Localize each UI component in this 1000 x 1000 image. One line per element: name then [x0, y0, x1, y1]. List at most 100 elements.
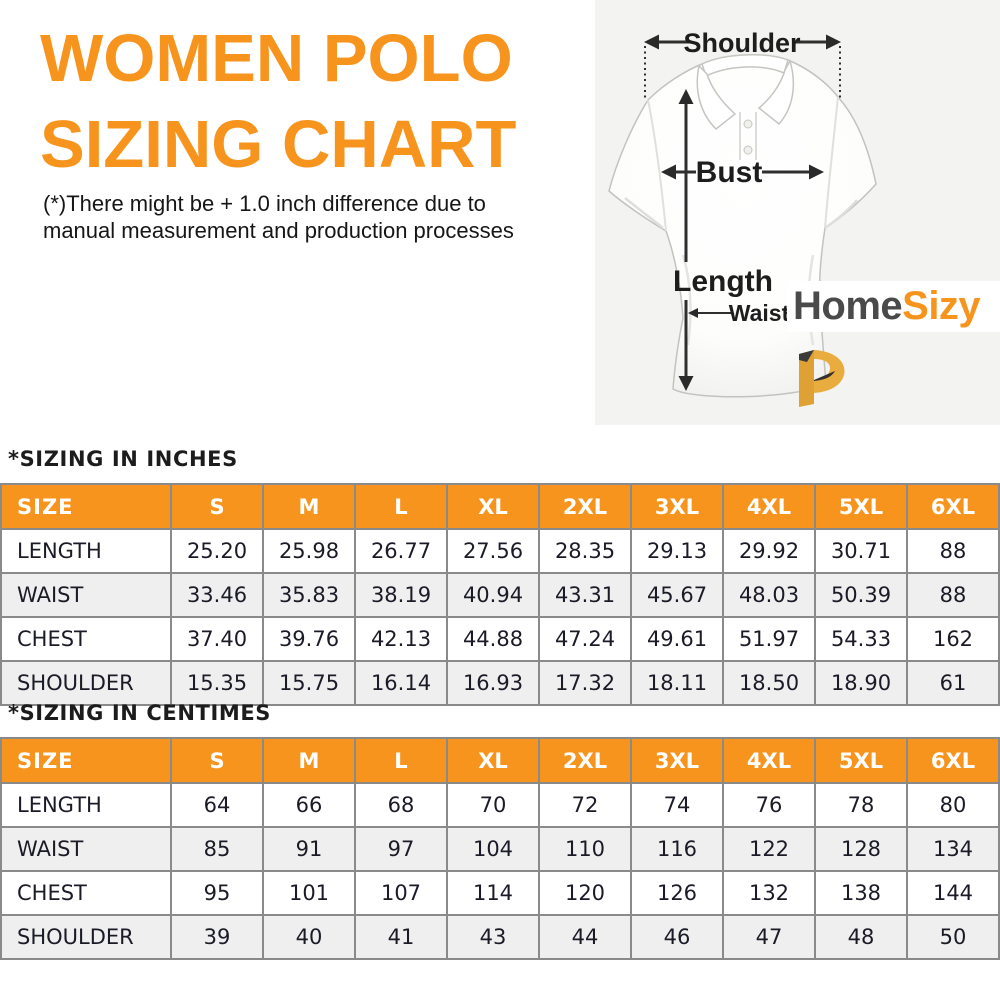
size-value-cell: 122 [722, 826, 816, 872]
size-value-cell: 134 [906, 826, 1000, 872]
length-measurement: Length [673, 89, 773, 391]
table-row-shoulder: SHOULDER 39 40 41 43 44 46 47 48 50 [0, 914, 1000, 960]
polo-placket [739, 112, 757, 160]
size-value-cell: 107 [354, 870, 448, 916]
column-header-m: M [262, 483, 356, 530]
size-value-cell: 37.40 [170, 616, 264, 662]
button-icon [743, 145, 753, 155]
size-column-header: SIZE [0, 483, 172, 530]
row-label: CHEST [0, 616, 172, 662]
column-header-5xl: 5XL [814, 483, 908, 530]
size-value-cell: 29.92 [722, 528, 816, 574]
size-value-cell: 91 [262, 826, 356, 872]
size-value-cell: 33.46 [170, 572, 264, 618]
row-label: WAIST [0, 826, 172, 872]
row-label: WAIST [0, 572, 172, 618]
size-value-cell: 15.35 [170, 660, 264, 706]
size-value-cell: 18.11 [630, 660, 724, 706]
shoulder-measurement: Shoulder [644, 28, 841, 100]
size-value-cell: 41 [354, 914, 448, 960]
column-header-5xl: 5XL [814, 737, 908, 784]
size-value-cell: 16.14 [354, 660, 448, 706]
table-row-length: LENGTH 25.20 25.98 26.77 27.56 28.35 29.13 29.9… [0, 528, 1000, 574]
size-value-cell: 116 [630, 826, 724, 872]
row-label: CHEST [0, 870, 172, 916]
shoulder-label: Shoulder [683, 28, 800, 58]
column-header-s: S [170, 737, 264, 784]
size-value-cell: 25.20 [170, 528, 264, 574]
section-title-centimes: *SIZING IN CENTIMES [8, 701, 272, 725]
sizing-table-inches: SIZE S M L XL 2XL 3XL 4XL 5XL 6XL LENGTH 25.20 25.98… [0, 483, 1000, 706]
size-value-cell: 25.98 [262, 528, 356, 574]
size-value-cell: 104 [446, 826, 540, 872]
size-value-cell: 17.32 [538, 660, 632, 706]
size-value-cell: 43.31 [538, 572, 632, 618]
size-value-cell: 61 [906, 660, 1000, 706]
size-value-cell: 162 [906, 616, 1000, 662]
size-value-cell: 39 [170, 914, 264, 960]
size-value-cell: 44 [538, 914, 632, 960]
size-value-cell: 110 [538, 826, 632, 872]
waist-label: Waist [729, 300, 790, 326]
svg-text:HomeSizy: HomeSizy [793, 284, 981, 328]
size-value-cell: 28.35 [538, 528, 632, 574]
column-header-s: S [170, 483, 264, 530]
size-value-cell: 40.94 [446, 572, 540, 618]
size-value-cell: 97 [354, 826, 448, 872]
length-label: Length [673, 265, 773, 298]
size-value-cell: 50.39 [814, 572, 908, 618]
logo-text-home: Home [793, 284, 902, 328]
size-value-cell: 39.76 [262, 616, 356, 662]
size-value-cell: 49.61 [630, 616, 724, 662]
table-row-waist: WAIST 85 91 97 104 110 116 122 128 134 [0, 826, 1000, 872]
column-header-xl: XL [446, 483, 540, 530]
column-header-m: M [262, 737, 356, 784]
column-header-6xl: 6XL [906, 737, 1000, 784]
table-row-shoulder: SHOULDER 15.35 15.75 16.14 16.93 17.32 18.11 18… [0, 660, 1000, 706]
measurement-note: (*)There might be + 1.0 inch difference … [43, 190, 514, 244]
size-value-cell: 50 [906, 914, 1000, 960]
column-header-4xl: 4XL [722, 483, 816, 530]
waist-measurement: Waist [688, 300, 803, 326]
size-value-cell: 46 [630, 914, 724, 960]
button-icon [743, 119, 753, 129]
measurement-note-line2: manual measurement and production proces… [43, 218, 514, 243]
size-value-cell: 138 [814, 870, 908, 916]
size-value-cell: 88 [906, 528, 1000, 574]
size-value-cell: 70 [446, 782, 540, 828]
brand-p-icon [799, 350, 845, 407]
column-header-3xl: 3XL [630, 737, 724, 784]
column-header-2xl: 2XL [538, 737, 632, 784]
size-value-cell: 85 [170, 826, 264, 872]
size-value-cell: 40 [262, 914, 356, 960]
section-title-inches: *SIZING IN INCHES [8, 447, 238, 471]
column-header-l: L [354, 737, 448, 784]
table-row-waist: WAIST 33.46 35.83 38.19 40.94 43.31 45.67 48.03… [0, 572, 1000, 618]
bust-measurement: Bust [661, 156, 824, 189]
size-value-cell: 43 [446, 914, 540, 960]
size-value-cell: 114 [446, 870, 540, 916]
size-value-cell: 80 [906, 782, 1000, 828]
size-value-cell: 144 [906, 870, 1000, 916]
size-value-cell: 15.75 [262, 660, 356, 706]
page-title-line2: SIZING CHART [40, 107, 517, 182]
size-value-cell: 26.77 [354, 528, 448, 574]
sizing-table-centimes: SIZE S M L XL 2XL 3XL 4XL 5XL 6XL LENGTH 64 66 68 70 72… [0, 737, 1000, 960]
column-header-6xl: 6XL [906, 483, 1000, 530]
size-value-cell: 27.56 [446, 528, 540, 574]
column-header-4xl: 4XL [722, 737, 816, 784]
table-row-chest: CHEST 95 101 107 114 120 126 132 138 144 [0, 870, 1000, 916]
polo-measurement-diagram: Shoulder Bust Length Waist [595, 0, 1000, 425]
size-value-cell: 48.03 [722, 572, 816, 618]
column-header-xl: XL [446, 737, 540, 784]
row-label: SHOULDER [0, 914, 172, 960]
size-value-cell: 47 [722, 914, 816, 960]
size-value-cell: 29.13 [630, 528, 724, 574]
page-title-line1: WOMEN POLO [40, 21, 513, 96]
size-value-cell: 126 [630, 870, 724, 916]
column-header-3xl: 3XL [630, 483, 724, 530]
size-value-cell: 45.67 [630, 572, 724, 618]
homesizy-logo: HomeSizy [787, 281, 1000, 332]
size-value-cell: 35.83 [262, 572, 356, 618]
